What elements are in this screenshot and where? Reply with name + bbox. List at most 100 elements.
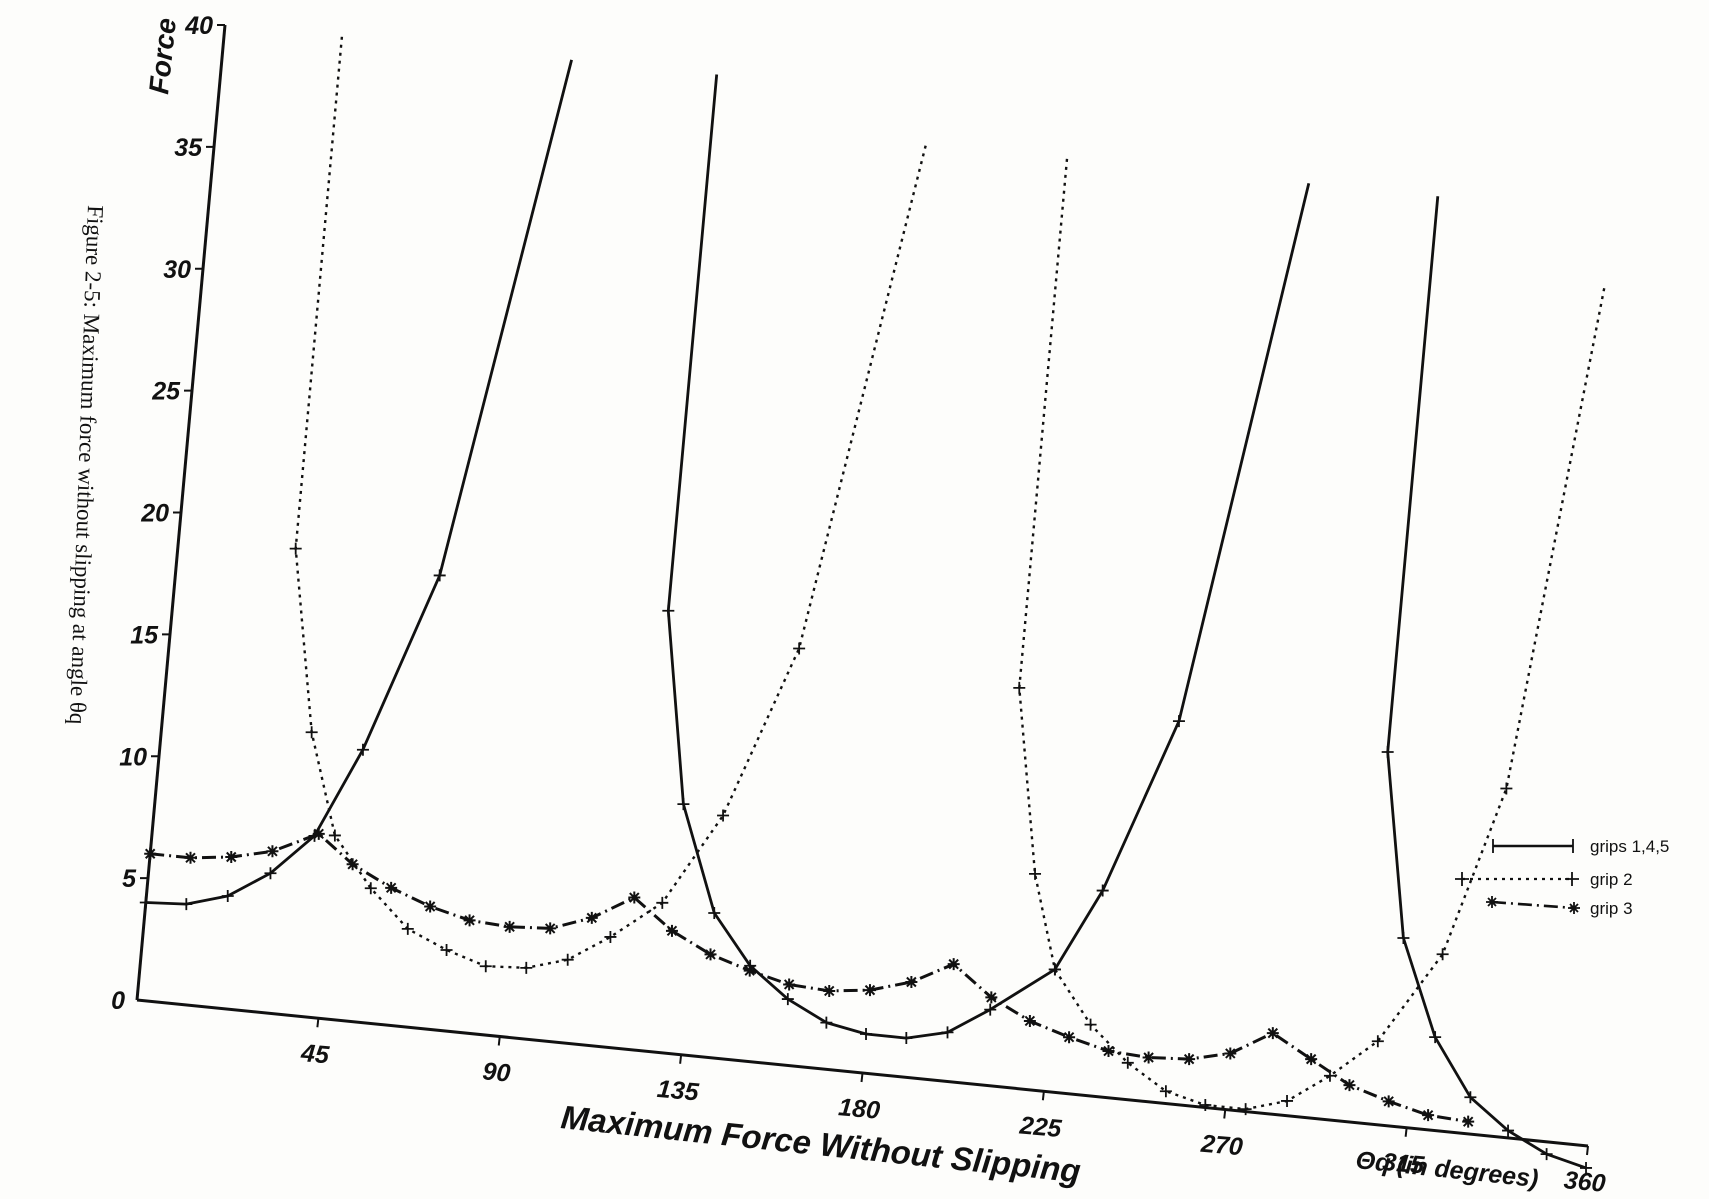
tick-layer: 45 90 135 180 225 270 315 360 0 5 10 15 20 25 30 35 40 — [111, 12, 1607, 1198]
x-tick-label: 225 — [1018, 1111, 1064, 1143]
star-marker — [1382, 1095, 1395, 1108]
chart-title: Maximum Force Without Slipping — [559, 1098, 1082, 1189]
y-tick-label: 40 — [184, 12, 213, 40]
plus-marker — [1199, 1099, 1212, 1112]
series-line — [1386, 196, 1587, 1170]
x-tick-mark — [1223, 1109, 1227, 1119]
plus-marker — [1159, 1085, 1172, 1098]
star-marker — [463, 914, 476, 927]
plus-marker — [1121, 1056, 1134, 1069]
star-marker — [1343, 1079, 1356, 1092]
plus-marker — [1464, 1091, 1477, 1104]
plus-marker — [264, 867, 277, 880]
legend-plus-marker — [1455, 872, 1579, 886]
star-marker — [1023, 1014, 1036, 1027]
plus-marker — [328, 829, 341, 842]
plus-marker — [1381, 745, 1394, 758]
star-marker — [947, 958, 960, 971]
y-tick-label: 5 — [122, 865, 137, 893]
plus-marker — [479, 960, 492, 973]
series-grip-3 — [144, 827, 1475, 1128]
plus-marker — [604, 930, 617, 943]
star-marker — [1422, 1109, 1435, 1122]
series-line — [1018, 158, 1606, 1111]
y-tick-label: 35 — [174, 134, 203, 162]
legend-entry-grips-1-4-5: grips 1,4,5 — [1492, 837, 1669, 856]
star-marker — [823, 984, 836, 997]
series-line — [150, 832, 1469, 1124]
plus-marker — [900, 1032, 913, 1045]
star-marker — [544, 922, 557, 935]
star-marker — [783, 978, 796, 991]
chart-axes — [135, 24, 1589, 1148]
y-tick-label: 20 — [140, 500, 169, 528]
legend-label: grips 1,4,5 — [1590, 837, 1669, 856]
star-marker — [1462, 1115, 1475, 1128]
star-marker — [1142, 1051, 1155, 1064]
plus-marker — [1239, 1103, 1252, 1116]
star-marker — [1224, 1047, 1237, 1060]
x-tick-mark — [1041, 1091, 1045, 1101]
plus-marker — [1436, 948, 1449, 961]
x-tick-mark — [1404, 1127, 1408, 1137]
star-marker — [1266, 1027, 1279, 1040]
star-marker — [665, 924, 678, 937]
series-line — [666, 74, 1056, 1040]
x-tick-label: 315 — [1381, 1148, 1426, 1180]
plus-marker — [520, 961, 533, 974]
plus-marker — [781, 993, 794, 1006]
star-marker — [985, 991, 998, 1004]
plus-marker — [364, 882, 377, 895]
star-marker — [312, 827, 325, 840]
legend-star-marker — [1486, 896, 1580, 914]
star-marker — [184, 851, 197, 864]
y-tick-label: 25 — [151, 378, 181, 406]
plus-marker — [1048, 963, 1061, 976]
star-marker — [704, 948, 717, 961]
plus-marker — [561, 953, 574, 966]
plus-marker — [1172, 715, 1185, 728]
plus-marker — [1540, 1148, 1553, 1161]
star-marker — [1102, 1045, 1115, 1058]
star-marker — [743, 964, 756, 977]
plus-marker — [1500, 782, 1513, 795]
star-marker — [503, 920, 516, 933]
star-marker — [1183, 1053, 1196, 1066]
plus-marker — [708, 906, 721, 919]
series-line — [1053, 182, 1311, 971]
legend-entry-grip-2: grip 2 — [1455, 870, 1633, 889]
star-marker — [1063, 1031, 1076, 1044]
plus-marker — [1397, 932, 1410, 945]
y-tick-label: 30 — [163, 256, 191, 284]
plus-marker — [860, 1028, 873, 1040]
x-tick-label: 90 — [481, 1057, 511, 1087]
x-axis-title: Θq (in degrees) — [1354, 1146, 1539, 1193]
star-marker — [144, 847, 157, 860]
y-tick-label: 0 — [111, 987, 125, 1015]
x-tick-label: 45 — [299, 1039, 331, 1069]
star-marker — [424, 900, 437, 913]
star-marker — [585, 911, 598, 924]
plus-marker — [1580, 1161, 1593, 1174]
plus-marker — [1013, 681, 1026, 694]
star-marker — [863, 984, 876, 997]
series-layer — [139, 36, 1606, 1174]
legend: grips 1,4,5 grip 2 grip 3 — [1455, 837, 1669, 918]
plus-marker — [1084, 1018, 1097, 1031]
plus-marker — [289, 542, 302, 555]
legend-entry-grip-3: grip 3 — [1486, 896, 1633, 918]
series-grip-2 — [289, 36, 1606, 1116]
star-marker — [628, 891, 641, 904]
plus-marker — [1502, 1124, 1515, 1137]
plus-marker — [180, 898, 193, 911]
x-tick-label: 180 — [837, 1093, 881, 1125]
x-tick-label: 360 — [1563, 1166, 1607, 1198]
plus-marker — [1371, 1035, 1384, 1048]
legend-line-dashdot — [1491, 900, 1575, 910]
plus-marker — [656, 896, 669, 909]
plus-marker — [662, 604, 675, 617]
plus-marker — [984, 1003, 997, 1016]
plus-marker — [941, 1026, 954, 1039]
